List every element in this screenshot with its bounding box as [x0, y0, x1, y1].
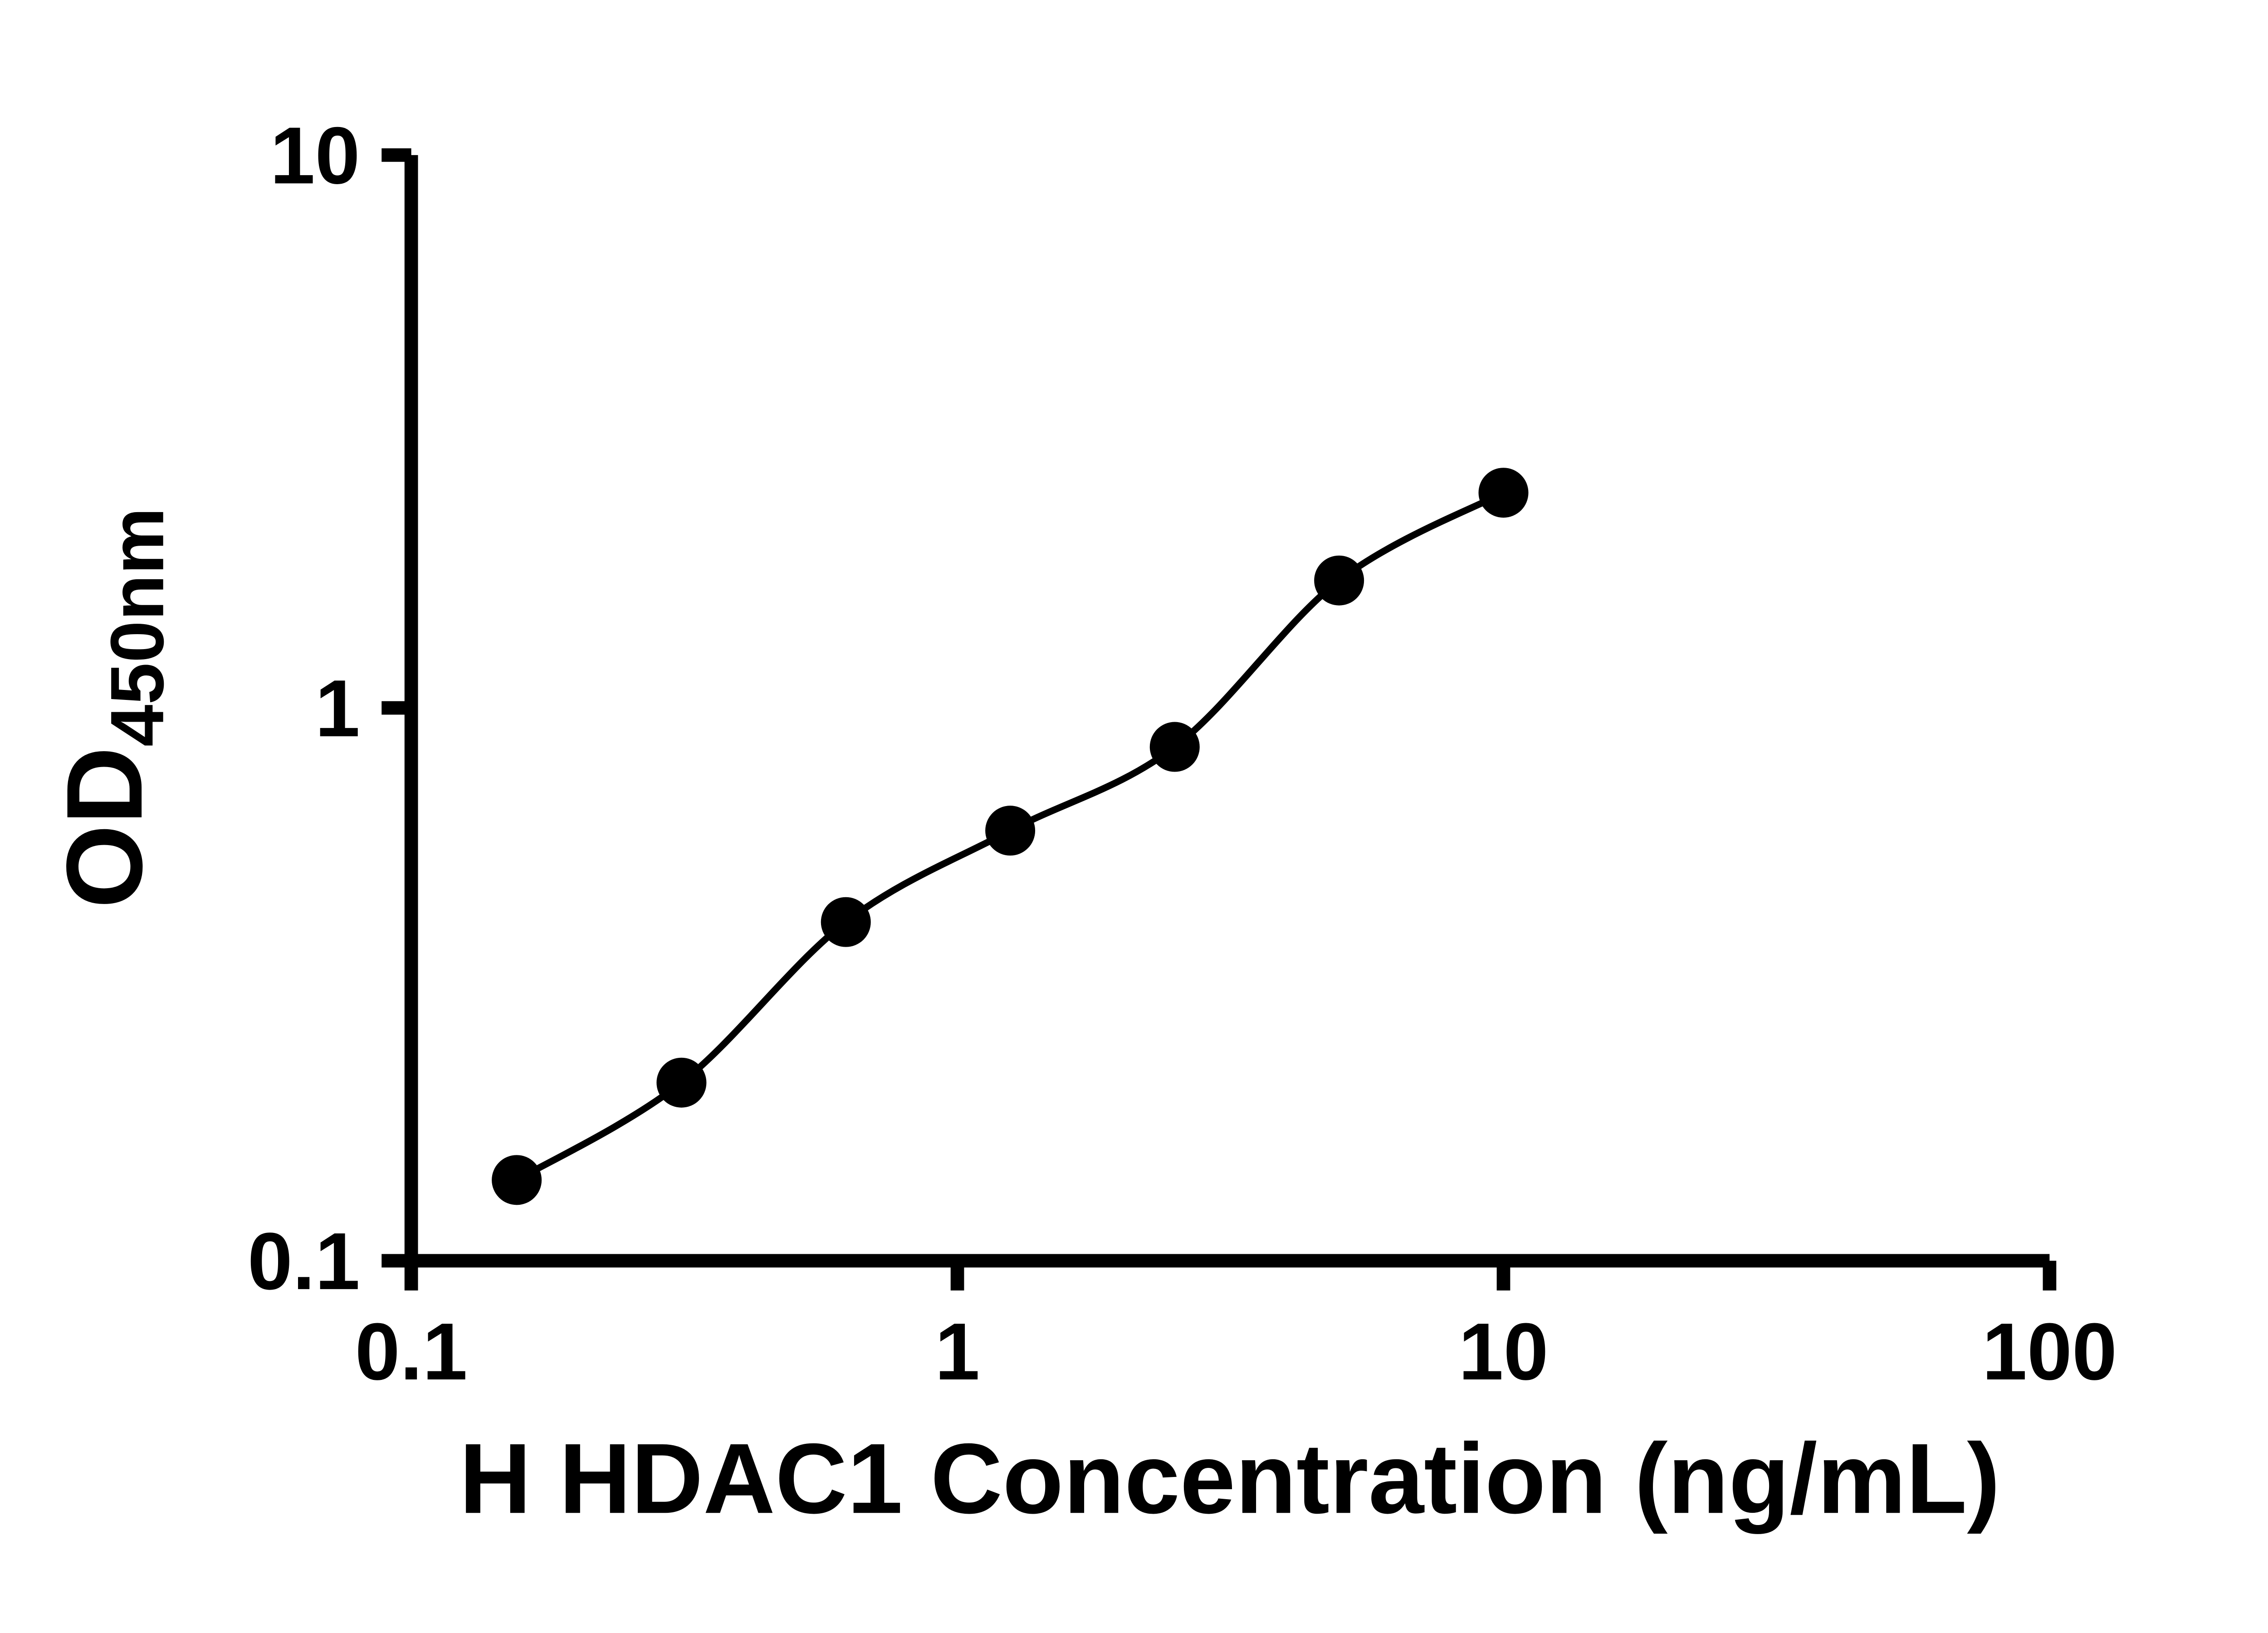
y-tick-label: 10 [270, 110, 360, 200]
data-point-marker [492, 1155, 542, 1205]
data-point-marker [1149, 722, 1200, 772]
y-axis-title-sub: 450nm [95, 508, 180, 747]
data-point-marker [1478, 468, 1529, 518]
x-tick-label: 1 [935, 1306, 980, 1397]
plot-series-layer [492, 468, 1529, 1205]
y-tick-label: 0.1 [248, 1216, 360, 1306]
data-point-marker [821, 897, 871, 947]
y-axis-title-main: OD [44, 747, 165, 909]
x-tick-label: 0.1 [355, 1306, 468, 1397]
data-point-marker [656, 1057, 707, 1108]
x-tick-label: 10 [1458, 1306, 1548, 1397]
axis-spine [404, 155, 2050, 1268]
y-axis-title: OD450nm [44, 508, 180, 909]
data-point-marker [985, 806, 1036, 856]
y-tick-label: 1 [315, 663, 360, 753]
x-axis-title: H HDAC1 Concentration (ng/mL) [459, 1423, 2000, 1534]
axis-layer: 0.1 1 10 100 0.1 1 10 [248, 110, 2117, 1397]
x-tick-label: 100 [1982, 1306, 2117, 1397]
data-point-marker [1314, 555, 1364, 606]
